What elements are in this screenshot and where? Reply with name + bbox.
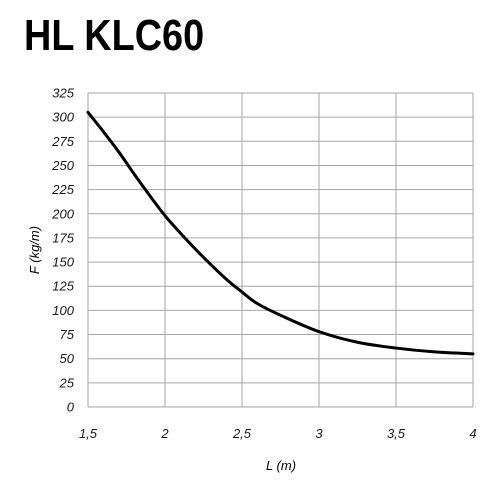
y-tick-label: 150 [52,255,74,270]
y-tick-label: 225 [51,182,74,197]
y-tick-label: 275 [51,134,74,149]
y-tick-label: 75 [60,327,75,342]
y-tick-label: 325 [52,86,74,101]
x-tick-label: 1,5 [79,426,98,441]
y-tick-label: 200 [51,206,74,221]
y-tick-label: 100 [52,303,74,318]
x-tick-label: 2 [160,426,169,441]
x-tick-label: 3,5 [387,426,406,441]
y-tick-label: 125 [52,279,74,294]
y-tick-label: 250 [51,158,74,173]
y-tick-label: 0 [67,400,75,415]
x-axis-label: L (m) [266,458,296,473]
y-tick-label: 25 [59,375,75,390]
x-tick-label: 3 [315,426,323,441]
y-tick-label: 50 [60,351,75,366]
x-tick-label: 2,5 [232,426,252,441]
x-tick-label: 4 [469,426,476,441]
y-axis-label: F (kg/m) [27,226,42,274]
y-tick-label: 300 [52,110,74,125]
series-line [86,110,475,356]
series-layer [86,110,475,356]
chart-title: HL KLC60 [24,11,205,60]
y-tick-label: 175 [52,230,74,245]
tick-labels: 0 25 50 75 100 125 150 175 200 225 250 275 300 325 1,5… [51,86,476,442]
grid [87,92,474,408]
